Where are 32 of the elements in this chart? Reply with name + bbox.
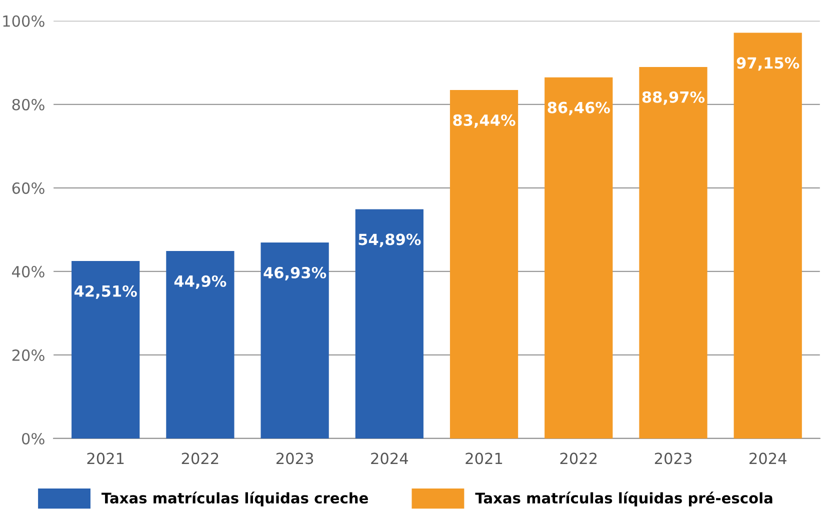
data-label: 88,97% xyxy=(642,91,705,105)
bar xyxy=(260,242,329,438)
x-tick-label: 2023 xyxy=(276,452,314,464)
bar xyxy=(639,66,708,438)
bar xyxy=(450,90,518,438)
x-tick-label: 2021 xyxy=(466,452,502,464)
x-tick-label: 2022 xyxy=(182,452,218,464)
bar xyxy=(544,77,613,438)
x-tick-label: 2024 xyxy=(371,452,408,464)
x-tick-label: 2022 xyxy=(560,452,597,464)
bar xyxy=(72,260,140,438)
y-tick-label: 40% xyxy=(12,266,44,278)
legend-label: Taxas matrículas líquidas pré-escola xyxy=(475,492,772,506)
y-tick-label: 60% xyxy=(12,182,44,194)
data-label: 86,46% xyxy=(548,102,610,116)
bar xyxy=(734,32,802,438)
x-tick-label: 2024 xyxy=(750,452,786,464)
x-tick-label: 2021 xyxy=(87,452,124,464)
bar xyxy=(166,250,234,438)
data-label: 46,93% xyxy=(264,266,326,280)
bar xyxy=(355,209,424,438)
data-label: 83,44% xyxy=(453,114,516,128)
data-label: 44,9% xyxy=(174,275,226,289)
x-tick-label: 2023 xyxy=(654,452,692,464)
y-tick-label: 80% xyxy=(12,98,44,110)
data-label: 97,15% xyxy=(736,57,800,71)
y-tick-label: 0% xyxy=(22,432,44,444)
legend-label: Taxas matrículas líquidas creche xyxy=(102,492,368,506)
y-tick-label: 100% xyxy=(3,15,44,27)
data-label: 54,89% xyxy=(358,234,421,248)
y-tick-label: 20% xyxy=(12,349,44,361)
data-label: 42,51% xyxy=(74,285,137,299)
